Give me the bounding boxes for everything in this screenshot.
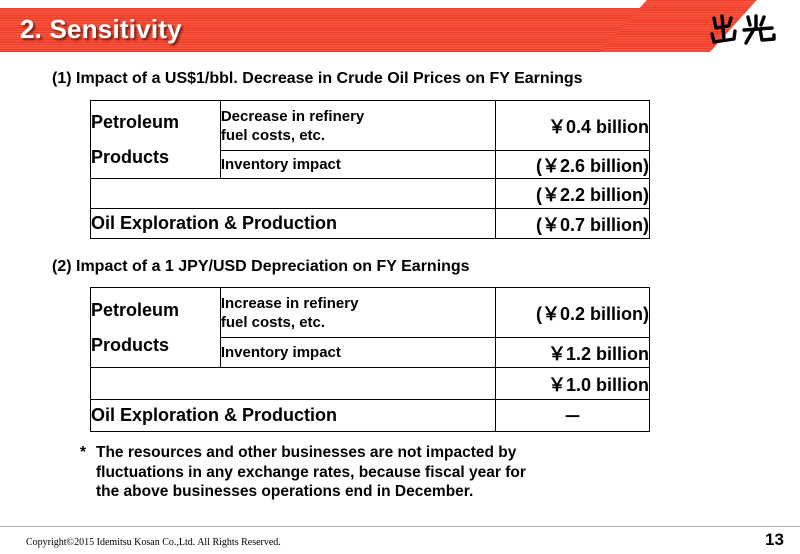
section1-heading: (1) Impact of a US$1/bbl. Decrease in Cr…: [52, 70, 583, 87]
subtotal-value: (￥2.2 billion): [495, 178, 650, 209]
oil-exploration-label: Oil Exploration & Production: [89, 208, 497, 239]
page-title: 2. Sensitivity: [20, 14, 182, 44]
item-label: Decrease in refinery fuel costs, etc.: [219, 100, 497, 151]
value-cell: (￥0.2 billion): [495, 287, 650, 338]
copyright: Copyright©2015 Idemitsu Kosan Co.,Ltd. A…: [26, 537, 281, 548]
table-row: Inventory impact (￥2.6 billion): [91, 150, 650, 179]
table-row: Petroleum Products Decrease in refinery …: [90, 100, 650, 179]
table-row: Oil Exploration & Production －: [89, 399, 650, 432]
footnote: * The resources and other businesses are …: [80, 443, 526, 502]
idemitsu-logo: [710, 14, 776, 45]
item-label: Inventory impact: [219, 150, 497, 179]
value-cell: ￥0.4 billion: [495, 100, 650, 151]
section2-heading: (2) Impact of a 1 JPY/USD Depreciation o…: [52, 258, 470, 275]
subtotal-spacer: [89, 367, 497, 400]
oil-exploration-value: (￥0.7 billion): [495, 208, 650, 239]
page-number: 13: [765, 530, 784, 549]
footnote-line3: the above businesses operations end in D…: [96, 483, 474, 500]
subtotal-value: ￥1.0 billion: [495, 367, 650, 400]
footnote-line2: fluctuations in any exchange rates, beca…: [96, 463, 526, 481]
table-row: (￥2.2 billion): [89, 178, 650, 209]
value-cell: ￥1.2 billion: [495, 337, 650, 368]
table-row: ￥1.0 billion: [89, 367, 650, 400]
item-label: Increase in refinery fuel costs, etc.: [219, 287, 497, 338]
item-label: Inventory impact: [219, 337, 497, 368]
title-band: [0, 8, 690, 52]
footnote-line1: * The resources and other businesses are …: [80, 444, 517, 461]
crude-oil-sensitivity-table: Petroleum Products Decrease in refinery …: [89, 100, 650, 239]
oil-exploration-value: －: [495, 399, 650, 432]
table-row: Oil Exploration & Production (￥0.7 billi…: [89, 208, 650, 239]
footer-divider: [0, 526, 800, 527]
table-row: Petroleum Products Increase in refinery …: [90, 287, 650, 368]
header-bar: 2. Sensitivity: [0, 0, 800, 56]
value-cell: (￥2.6 billion): [495, 150, 650, 179]
segment-label: Petroleum Products: [90, 287, 221, 368]
fx-sensitivity-table: Petroleum Products Increase in refinery …: [89, 287, 650, 432]
segment-label: Petroleum Products: [90, 100, 221, 179]
oil-exploration-label: Oil Exploration & Production: [89, 399, 497, 432]
subtotal-spacer: [89, 178, 497, 209]
